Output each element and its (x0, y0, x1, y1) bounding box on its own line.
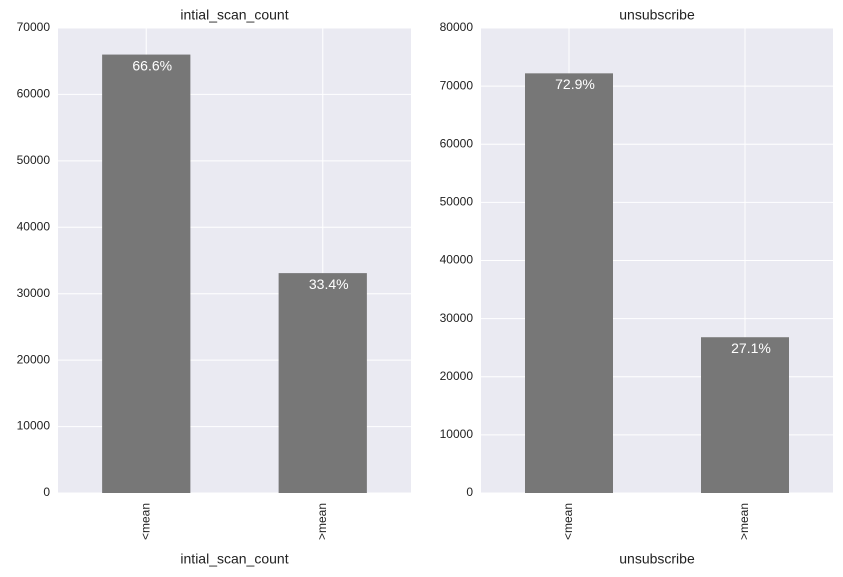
y-tick-label: 20000 (440, 369, 474, 383)
x-tick-label: >mean (737, 503, 751, 540)
y-tick-label: 10000 (17, 419, 51, 433)
value-label: 72.9% (555, 76, 595, 92)
bar (701, 337, 789, 493)
y-tick-label: 10000 (440, 427, 474, 441)
bar (525, 73, 613, 494)
y-tick-label: 70000 (440, 78, 474, 92)
y-tick-label: 40000 (440, 253, 474, 267)
y-tick-label: 80000 (440, 20, 474, 34)
bar (278, 273, 367, 493)
y-tick-label: 50000 (17, 153, 51, 167)
bar (102, 54, 191, 493)
x-tick-label: >mean (315, 503, 329, 540)
value-label: 27.1% (731, 340, 771, 356)
y-tick-label: 70000 (17, 20, 51, 34)
y-tick-label: 60000 (440, 136, 474, 150)
x-axis-label: unsubscribe (619, 551, 695, 567)
y-tick-label: 0 (466, 485, 473, 499)
chart-title: intial_scan_count (180, 7, 288, 23)
y-tick-label: 50000 (440, 195, 474, 209)
value-label: 33.4% (309, 276, 349, 292)
y-tick-label: 30000 (17, 286, 51, 300)
y-tick-label: 40000 (17, 219, 51, 233)
x-axis-label: intial_scan_count (180, 551, 288, 567)
chart-title: unsubscribe (619, 7, 695, 23)
y-tick-label: 60000 (17, 87, 51, 101)
y-tick-label: 30000 (440, 311, 474, 325)
y-tick-label: 20000 (17, 352, 51, 366)
value-label: 66.6% (132, 57, 172, 73)
x-tick-label: <mean (138, 503, 152, 540)
x-tick-label: <mean (561, 503, 575, 540)
y-tick-label: 0 (43, 485, 50, 499)
